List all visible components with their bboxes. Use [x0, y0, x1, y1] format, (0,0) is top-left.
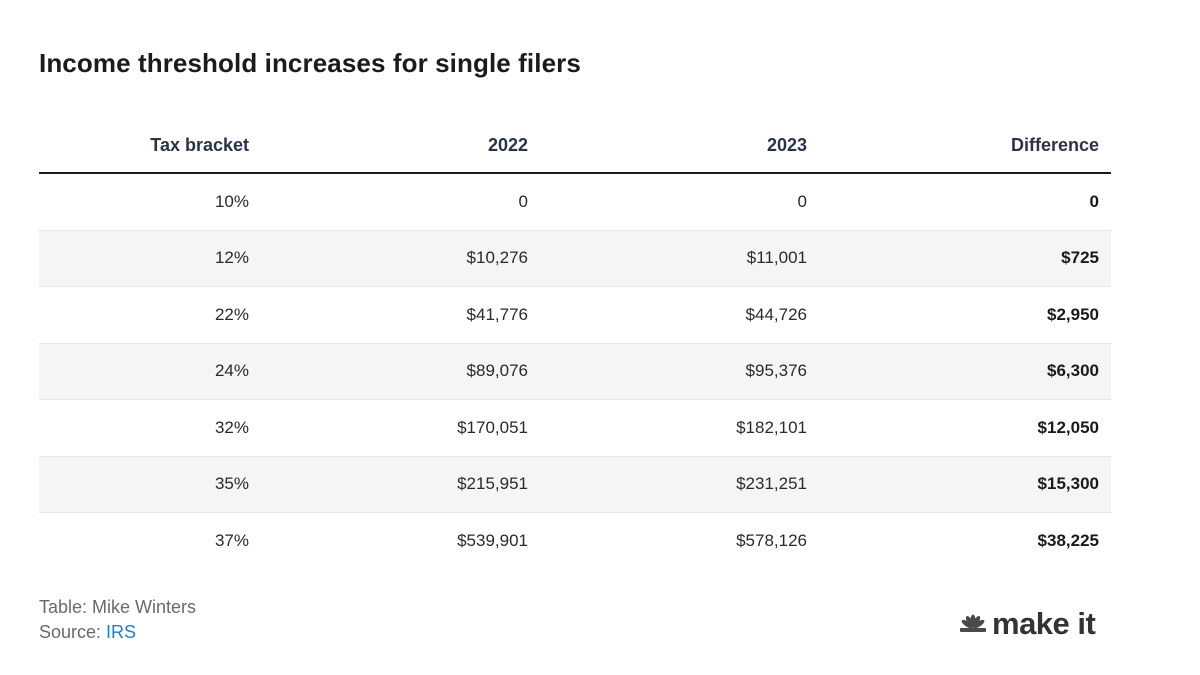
- source-link[interactable]: IRS: [106, 622, 137, 642]
- cell-difference: 0: [819, 173, 1111, 231]
- table-row: 35% $215,951 $231,251 $15,300: [39, 456, 1111, 513]
- make-it-logo: make it: [958, 605, 1096, 641]
- table-header-row: Tax bracket 2022 2023 Difference: [39, 118, 1111, 174]
- cell-tax-bracket: 24%: [39, 343, 261, 400]
- cell-difference: $2,950: [819, 286, 1111, 344]
- cell-tax-bracket: 35%: [39, 456, 261, 513]
- cell-2022: $215,951: [261, 456, 540, 513]
- table-row: 24% $89,076 $95,376 $6,300: [39, 343, 1111, 400]
- page-title: Income threshold increases for single fi…: [39, 48, 581, 78]
- table-row: 22% $41,776 $44,726 $2,950: [39, 286, 1111, 344]
- peacock-icon: [960, 614, 986, 632]
- table-row: 37% $539,901 $578,126 $38,225: [39, 513, 1111, 569]
- cell-2023: $11,001: [540, 230, 819, 287]
- cell-tax-bracket: 12%: [39, 230, 261, 287]
- cell-tax-bracket: 10%: [39, 173, 261, 231]
- data-table: Tax bracket 2022 2023 Difference 10% 0 0…: [39, 118, 1111, 569]
- cell-2022: $41,776: [261, 286, 540, 344]
- cell-difference: $6,300: [819, 343, 1111, 400]
- cell-2023: $231,251: [540, 456, 819, 513]
- cell-2023: $44,726: [540, 286, 819, 344]
- cell-tax-bracket: 22%: [39, 286, 261, 344]
- cell-2023: 0: [540, 173, 819, 231]
- cell-2023: $95,376: [540, 343, 819, 400]
- cell-difference: $725: [819, 230, 1111, 287]
- table-row: 10% 0 0 0: [39, 173, 1111, 231]
- table-row: 12% $10,276 $11,001 $725: [39, 230, 1111, 287]
- cell-tax-bracket: 37%: [214, 530, 249, 550]
- cell-difference: $12,050: [819, 399, 1111, 457]
- cell-2022: $89,076: [261, 343, 540, 400]
- cell-2022: $539,901: [457, 530, 528, 550]
- column-header-2023: 2023: [540, 118, 819, 174]
- source-line: Source: IRS: [39, 620, 196, 645]
- cell-2022: 0: [261, 173, 540, 231]
- cell-tax-bracket: 32%: [39, 399, 261, 457]
- column-header-difference: Difference: [819, 118, 1111, 174]
- cell-difference: $38,225: [1037, 530, 1099, 550]
- cell-2022: $10,276: [261, 230, 540, 287]
- table-credit: Table: Mike Winters: [39, 597, 197, 617]
- cell-2023: $578,126: [736, 530, 807, 550]
- footer: Table: Mike Winters Source: IRS: [39, 595, 196, 645]
- cell-2022: $170,051: [261, 399, 540, 457]
- table-row: 32% $170,051 $182,101 $12,050: [39, 399, 1111, 457]
- cell-difference: $15,300: [819, 456, 1111, 513]
- source-label: Source:: [39, 622, 107, 642]
- column-header-2022: 2022: [261, 118, 540, 174]
- column-header-tax-bracket: Tax bracket: [39, 118, 261, 174]
- cell-2023: $182,101: [540, 399, 819, 457]
- logo-text: make it: [992, 605, 1096, 641]
